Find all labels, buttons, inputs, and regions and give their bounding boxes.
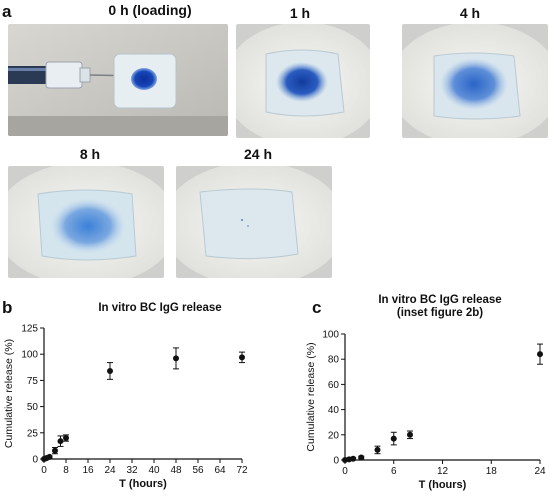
photo-title-1h: 1 h (289, 5, 311, 21)
photo-0h-loading (8, 24, 228, 136)
chart-c-y-label: Cumulative release (%) (305, 342, 317, 451)
chart-b-y-label: Cumulative release (%) (3, 339, 15, 448)
chart-c-x-tick-label: 24 (534, 466, 546, 477)
chart-c-x-label: T (hours) (419, 479, 467, 491)
photo-title-8h: 8 h (79, 146, 101, 162)
panel-letter-c: c (312, 298, 322, 317)
chart-c-data-point (390, 435, 397, 442)
chart-b-x-tick-label: 56 (192, 465, 204, 476)
photo-title-24h: 24 h (243, 146, 272, 162)
chart-b-data-point (52, 447, 58, 454)
photo-24h (176, 166, 332, 278)
photo-4h (402, 24, 548, 138)
chart-b-y-tick-label: 50 (27, 402, 39, 413)
chart-c-y-tick-label: 0 (333, 456, 339, 467)
chart-c-data-point (350, 455, 357, 462)
chart-b-data-point (46, 453, 53, 460)
chart-c-y-tick-label: 80 (328, 355, 340, 366)
chart-b-y-tick-label: 75 (27, 376, 39, 387)
chart-b-x-tick-label: 40 (148, 465, 160, 476)
chart-b-x-tick-label: 8 (63, 465, 69, 476)
chart-b-x-tick-label: 16 (82, 465, 94, 476)
chart-c-title: In vitro BC IgG release (inset figure 2b… (340, 294, 540, 320)
chart-b-y-tick-label: 100 (21, 350, 38, 361)
photo-title-4h: 4 h (459, 5, 481, 21)
chart-b-data-point (173, 355, 179, 362)
chart-b-data-point (239, 354, 245, 361)
chart-c-x-tick-label: 12 (437, 466, 449, 477)
chart-b-data-point (63, 435, 69, 442)
chart-b-x-label: T (hours) (119, 478, 167, 490)
chart-c: 0 6 12 18 24 0 20 40 60 80 100 T (hours) Cumulative … (305, 330, 546, 492)
chart-b-x-tick-label: 64 (214, 465, 226, 476)
chart-c-y-tick-label: 40 (328, 405, 340, 416)
chart-c-y-tick-label: 60 (328, 380, 340, 391)
chart-c-x-tick-label: 6 (391, 466, 397, 477)
chart-c-y-tick-label: 20 (328, 430, 340, 441)
chart-c-data-point (537, 351, 543, 358)
panel-letter-b: b (2, 298, 13, 317)
photo-1h (236, 24, 370, 138)
photo-8h (8, 166, 164, 278)
chart-c-data-point (358, 454, 365, 461)
chart-b-title: In vitro BC IgG release (98, 302, 222, 314)
chart-b-x-tick-label: 32 (126, 465, 138, 476)
chart-b-data-point (57, 438, 64, 445)
chart-b-x-tick-label: 72 (236, 465, 248, 476)
chart-c-y-tick-label: 100 (322, 330, 339, 341)
chart-c-x-tick-label: 18 (486, 466, 498, 477)
chart-b-x-tick-label: 48 (170, 465, 182, 476)
chart-c-x-tick-label: 0 (342, 466, 348, 477)
chart-b-x-tick-label: 24 (104, 465, 116, 476)
chart-b-y-tick-label: 0 (32, 455, 38, 466)
chart-b-y-tick-label: 25 (27, 428, 39, 439)
chart-b-x-tick-label: 0 (41, 465, 47, 476)
chart-b-y-tick-label: 125 (21, 324, 38, 335)
chart-b: 0 8 16 24 32 40 48 56 64 72 0 25 50 75 100 125 T (hours)… (3, 324, 248, 491)
chart-b-data-point (107, 367, 113, 374)
photo-title-0h: 0 h (loading) (108, 2, 192, 18)
panel-letter-a: a (2, 2, 12, 21)
chart-c-title-line-2: (inset figure 2b) (396, 307, 484, 319)
chart-c-data-point (374, 446, 381, 453)
chart-c-data-point (407, 431, 413, 438)
chart-c-title-line-1: In vitro BC IgG release (378, 294, 502, 306)
